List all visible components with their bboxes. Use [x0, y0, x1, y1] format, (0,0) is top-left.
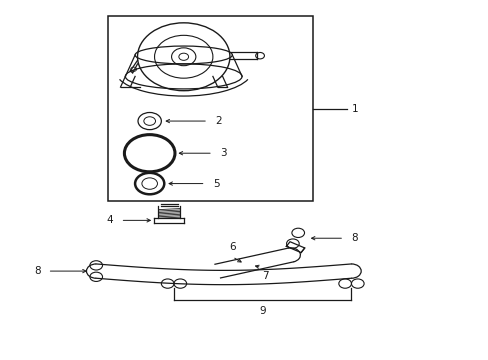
Text: 1: 1 — [351, 104, 357, 113]
Text: 8: 8 — [35, 266, 41, 276]
Text: 9: 9 — [259, 306, 265, 316]
Text: 4: 4 — [106, 215, 113, 225]
Text: 3: 3 — [220, 148, 226, 158]
Text: 6: 6 — [228, 242, 235, 252]
Text: 5: 5 — [212, 179, 219, 189]
Bar — [108, 16, 312, 202]
Text: 8: 8 — [351, 233, 357, 243]
Text: 7: 7 — [262, 271, 268, 281]
Text: 2: 2 — [215, 116, 222, 126]
